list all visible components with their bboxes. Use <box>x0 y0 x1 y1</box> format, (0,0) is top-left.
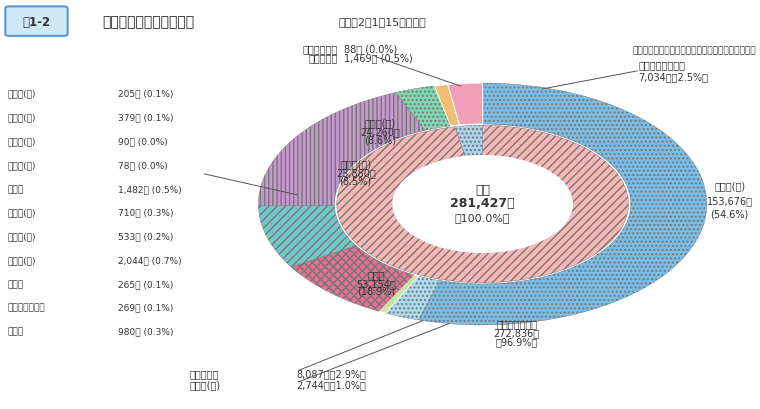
Text: 給与法適用職員: 給与法適用職員 <box>496 318 537 328</box>
Text: 図1-2: 図1-2 <box>22 16 51 29</box>
Wedge shape <box>396 87 451 131</box>
Text: 8,087人（2.9%）: 8,087人（2.9%） <box>296 368 366 378</box>
Text: 福祉職: 福祉職 <box>8 279 24 288</box>
Text: 職員の俸給表別在職状況: 職員の俸給表別在職状況 <box>103 15 195 29</box>
Text: 教育職(一): 教育職(一) <box>8 137 36 146</box>
Text: 海事職(一): 海事職(一) <box>8 90 36 99</box>
Text: 行政執行法人職員: 行政執行法人職員 <box>638 61 686 70</box>
Text: 533人 (0.2%): 533人 (0.2%) <box>118 232 173 241</box>
Wedge shape <box>291 246 414 311</box>
Text: 海事職(二): 海事職(二) <box>8 113 36 122</box>
Wedge shape <box>258 93 425 206</box>
Text: 2,744人（1.0%）: 2,744人（1.0%） <box>296 380 366 389</box>
Wedge shape <box>454 126 483 157</box>
Text: 専門行政職: 専門行政職 <box>190 368 220 378</box>
Text: 専門スタッフ職: 専門スタッフ職 <box>8 303 46 312</box>
Text: （96.9%）: （96.9%） <box>496 336 538 346</box>
Text: 90人 (0.0%): 90人 (0.0%) <box>118 137 167 146</box>
Text: (54.6%): (54.6%) <box>711 209 749 219</box>
Text: 指定職: 指定職 <box>8 327 24 336</box>
Text: 行政職(一): 行政職(一) <box>714 181 745 191</box>
Text: 265人 (0.1%): 265人 (0.1%) <box>118 279 173 288</box>
Text: 行政職(二): 行政職(二) <box>190 380 221 389</box>
Text: 379人 (0.1%): 379人 (0.1%) <box>118 113 173 122</box>
Text: 公安職(一): 公安職(一) <box>340 159 371 169</box>
Text: 272,836人: 272,836人 <box>494 327 540 337</box>
Text: 医療職(二): 医療職(二) <box>8 232 36 241</box>
Text: 2,044人 (0.7%): 2,044人 (0.7%) <box>118 256 182 265</box>
Text: 53,154人: 53,154人 <box>356 278 396 288</box>
Wedge shape <box>419 84 707 325</box>
Text: 710人 (0.3%): 710人 (0.3%) <box>118 208 173 217</box>
FancyBboxPatch shape <box>5 7 68 37</box>
Wedge shape <box>258 206 356 267</box>
Wedge shape <box>448 84 483 126</box>
Text: (18.9%): (18.9%) <box>357 286 395 296</box>
Text: 1,482人 (0.5%): 1,482人 (0.5%) <box>118 184 182 193</box>
Text: 研究職: 研究職 <box>8 184 24 193</box>
Text: (8.6%): (8.6%) <box>364 135 396 145</box>
Circle shape <box>393 156 572 253</box>
Text: (8.5%): (8.5%) <box>340 176 372 186</box>
Text: （令和元年度一般職の国家公務員の任用状況調査）: （令和元年度一般職の国家公務員の任用状況調査） <box>632 47 756 56</box>
Text: 任期付研究員: 任期付研究員 <box>303 44 338 54</box>
Text: 医療職(一): 医療職(一) <box>8 208 36 217</box>
Text: 88人 (0.0%): 88人 (0.0%) <box>344 44 397 54</box>
Text: 153,676人: 153,676人 <box>707 196 752 205</box>
Text: 教育職(二): 教育職(二) <box>8 161 36 170</box>
Text: 980人 (0.3%): 980人 (0.3%) <box>118 327 173 336</box>
Text: 公安職(二): 公安職(二) <box>365 118 395 128</box>
Text: 税務職: 税務職 <box>367 269 385 279</box>
Text: 1,469人 (0.5%): 1,469人 (0.5%) <box>344 53 412 63</box>
Text: 7,034人（2.5%）: 7,034人（2.5%） <box>638 72 708 82</box>
Text: 78人 (0.0%): 78人 (0.0%) <box>118 161 167 170</box>
Text: 269人 (0.1%): 269人 (0.1%) <box>118 303 173 312</box>
Wedge shape <box>434 85 460 127</box>
Text: 24,260人: 24,260人 <box>360 127 400 137</box>
Text: （令和2年1月15日現在）: （令和2年1月15日現在） <box>338 17 426 27</box>
Text: 205人 (0.1%): 205人 (0.1%) <box>118 90 173 99</box>
Text: 医療職(三): 医療職(三) <box>8 256 36 265</box>
Text: 281,427人: 281,427人 <box>450 196 515 209</box>
Text: 23,880人: 23,880人 <box>336 168 375 178</box>
Wedge shape <box>378 275 419 313</box>
Wedge shape <box>385 276 440 320</box>
Text: 任期付職員: 任期付職員 <box>309 53 338 63</box>
Text: （100.0%）: （100.0%） <box>454 213 511 222</box>
Text: 総数: 総数 <box>475 183 490 196</box>
Wedge shape <box>337 126 629 283</box>
